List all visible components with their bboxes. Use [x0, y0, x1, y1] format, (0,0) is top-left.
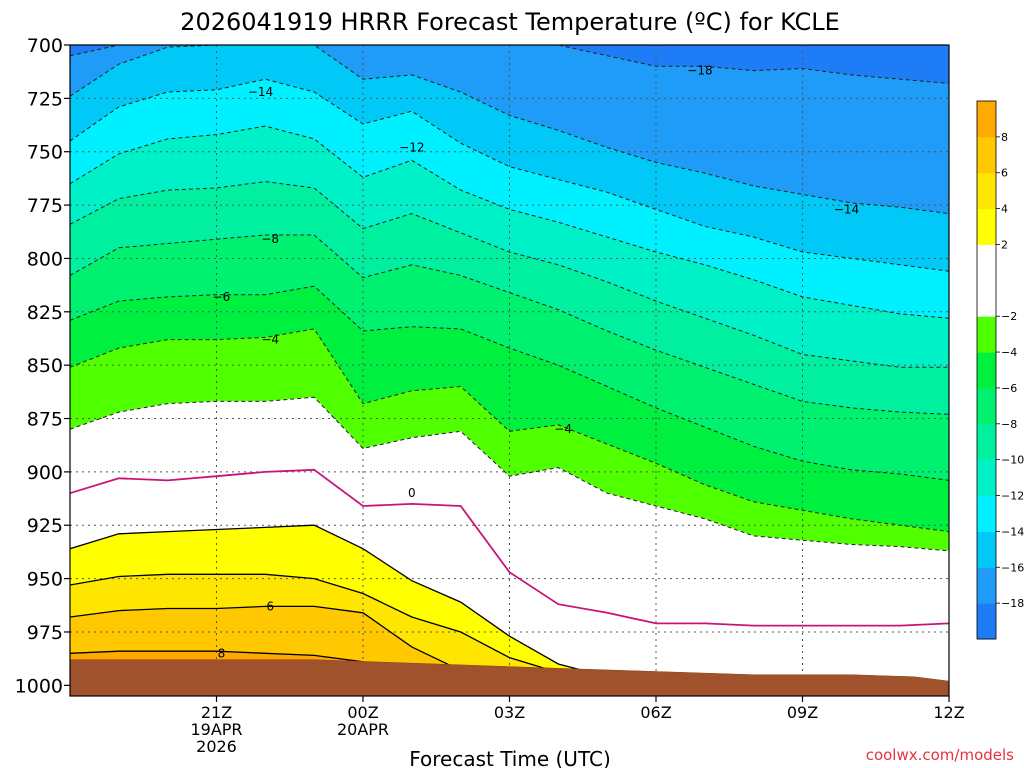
isotherm--4 — [70, 328, 949, 533]
contour-label-2: −18 — [687, 64, 712, 78]
colorbar-swatch--12 — [977, 459, 996, 497]
x-tick-label-21Z-1: 19APR — [190, 720, 242, 739]
y-tick-label-875: 875 — [27, 409, 63, 431]
colorbar-swatch--6 — [977, 352, 996, 389]
colorbar-label-2: 2 — [1001, 238, 1008, 251]
x-tick-label-09Z-0: 09Z — [787, 703, 818, 722]
credit-text: coolwx.com/models — [866, 746, 1014, 764]
colorbar-label--2: −2 — [1001, 310, 1017, 323]
colorbar-label--16: −16 — [1001, 561, 1024, 574]
colorbar-swatch--18 — [977, 567, 996, 604]
colorbar-swatch-0 — [977, 244, 996, 281]
y-tick-label-950: 950 — [27, 569, 63, 591]
colorbar-label-4: 4 — [1001, 203, 1008, 216]
contour-label-1: −12 — [399, 140, 424, 154]
colorbar-swatch--16 — [977, 531, 996, 568]
ground-surface — [70, 659, 949, 696]
temperature-fills — [70, 45, 949, 696]
contour-label-5: −6 — [213, 290, 231, 304]
contour-labels: −14 −12 −18 −14 −8 −6 −4 −4 0 6 8 — [213, 64, 860, 661]
y-tick-label-800: 800 — [27, 248, 63, 270]
x-tick-label-21Z-2: 2026 — [196, 737, 237, 756]
isotherm--6 — [70, 285, 949, 481]
chart-title: 2026041919 HRRR Forecast Temperature (ºC… — [180, 8, 840, 36]
colorbar-swatch-2 — [977, 208, 996, 245]
colorbar-label--12: −12 — [1001, 490, 1024, 503]
ground-fill — [70, 659, 949, 696]
colorbar-frame — [976, 100, 997, 640]
y-tick-label-700: 700 — [27, 35, 63, 57]
y-tick-label-900: 900 — [27, 462, 63, 484]
isotherm-0 — [70, 468, 949, 627]
y-tick-label-725: 725 — [27, 88, 63, 110]
temp-band--20-to--18 — [70, 45, 949, 84]
colorbar-label--18: −18 — [1001, 597, 1024, 610]
isotherm--12 — [70, 125, 949, 319]
isotherm--10 — [70, 181, 949, 368]
y-tick-label-750: 750 — [27, 142, 63, 164]
plot-area — [70, 45, 949, 696]
x-tick-label-21Z-0: 21Z — [201, 703, 232, 722]
colorbar-swatch--4 — [977, 316, 996, 353]
contour-label-10: 8 — [218, 646, 226, 660]
colorbar-label-8: 8 — [1001, 131, 1008, 144]
contour-label-7: −4 — [554, 422, 572, 436]
x-tick-label-12Z-0: 12Z — [933, 703, 964, 722]
colorbar-label--6: −6 — [1001, 382, 1017, 395]
colorbar-swatch--10 — [977, 423, 996, 461]
y-tick-label-775: 775 — [27, 195, 63, 217]
colorbar-swatch--20 — [977, 603, 996, 640]
isotherm--18 — [70, 45, 949, 84]
y-tick-label-975: 975 — [27, 622, 63, 644]
colorbar-swatch-8 — [977, 101, 996, 138]
grid-lines — [70, 45, 949, 696]
isotherm--8 — [70, 234, 949, 415]
colorbar-swatch-6 — [977, 136, 996, 174]
contour-label-6: −4 — [261, 333, 279, 347]
colorbar-swatch--8 — [977, 387, 996, 425]
contour-label-0: −14 — [248, 85, 273, 99]
colorbar-swatch--14 — [977, 495, 996, 532]
colorbar-label--14: −14 — [1001, 525, 1024, 538]
x-axis-label: Forecast Time (UTC) — [409, 747, 611, 768]
y-tick-label-1000: 1000 — [15, 675, 63, 697]
x-tick-label-00Z-1: 20APR — [337, 720, 389, 739]
colorbar-label--10: −10 — [1001, 454, 1024, 467]
x-tick-label-00Z-0: 00Z — [347, 703, 378, 722]
contour-label-9: 6 — [266, 599, 274, 613]
colorbar-label-6: 6 — [1001, 167, 1008, 180]
y-axis: 700 725 750 775 800 825 850 875 900 925 950 975 1000 — [15, 35, 70, 697]
contour-label-8: 0 — [408, 486, 416, 500]
contour-label-4: −8 — [261, 232, 279, 246]
colorbar-swatch--2 — [977, 280, 996, 317]
colorbar: 8 6 4 2 −2 −4 −6 −8 −10 −12 −14 −16 −18 — [976, 100, 1024, 640]
colorbar-label--8: −8 — [1001, 418, 1017, 431]
contour-label-3: −14 — [834, 202, 859, 216]
y-tick-label-825: 825 — [27, 302, 63, 324]
colorbar-label--4: −4 — [1001, 346, 1017, 359]
isotherm--14 — [70, 78, 949, 272]
y-tick-label-925: 925 — [27, 515, 63, 537]
y-tick-label-850: 850 — [27, 355, 63, 377]
x-tick-label-06Z-0: 06Z — [640, 703, 671, 722]
colorbar-swatch-4 — [977, 172, 996, 210]
x-tick-label-03Z-0: 03Z — [494, 703, 525, 722]
